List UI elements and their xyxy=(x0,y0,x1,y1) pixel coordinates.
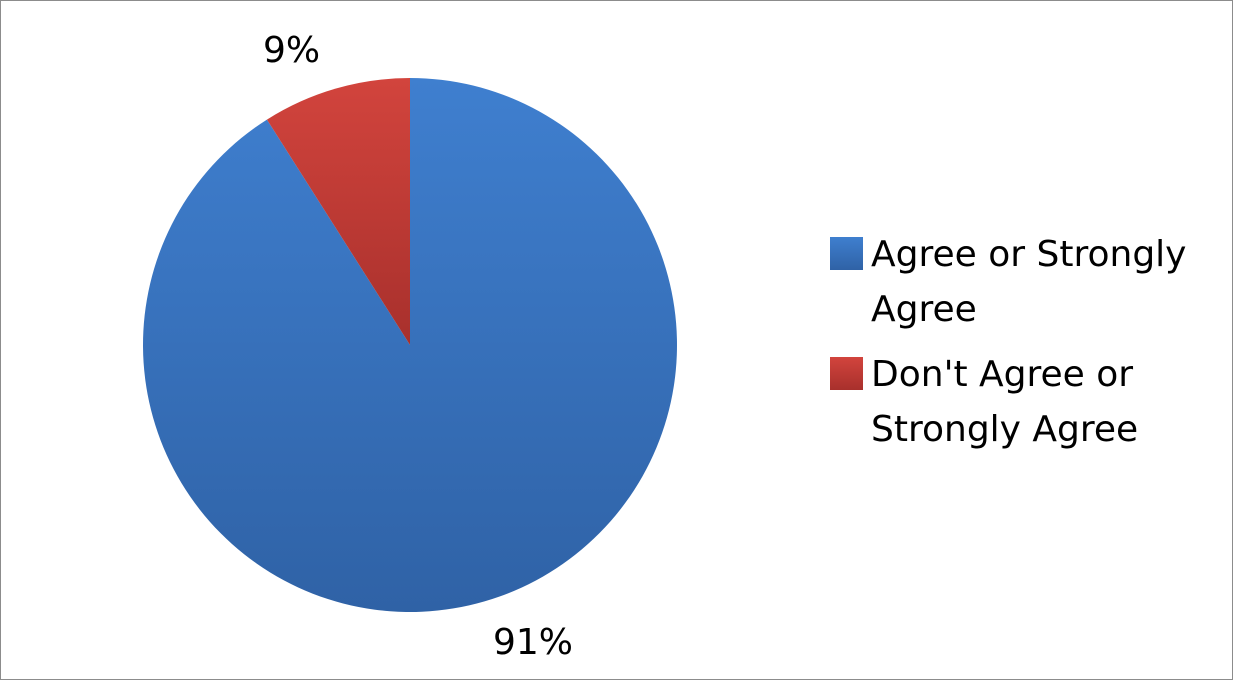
slice-dont-agree xyxy=(266,78,410,345)
legend-item-agree: Agree or Strongly Agree xyxy=(830,227,1210,337)
legend-label-dont-agree: Don't Agree or Strongly Agree xyxy=(871,354,1139,450)
legend-swatch-agree xyxy=(830,237,863,270)
legend: Agree or Strongly Agree Don't Agree or S… xyxy=(830,227,1210,467)
legend-swatch-dont-agree xyxy=(830,357,863,390)
legend-item-dont-agree: Don't Agree or Strongly Agree xyxy=(830,347,1210,457)
data-label-dont-agree: 9% xyxy=(263,30,321,71)
legend-label-agree: Agree or Strongly Agree xyxy=(871,234,1187,330)
data-label-agree: 91% xyxy=(493,622,574,663)
